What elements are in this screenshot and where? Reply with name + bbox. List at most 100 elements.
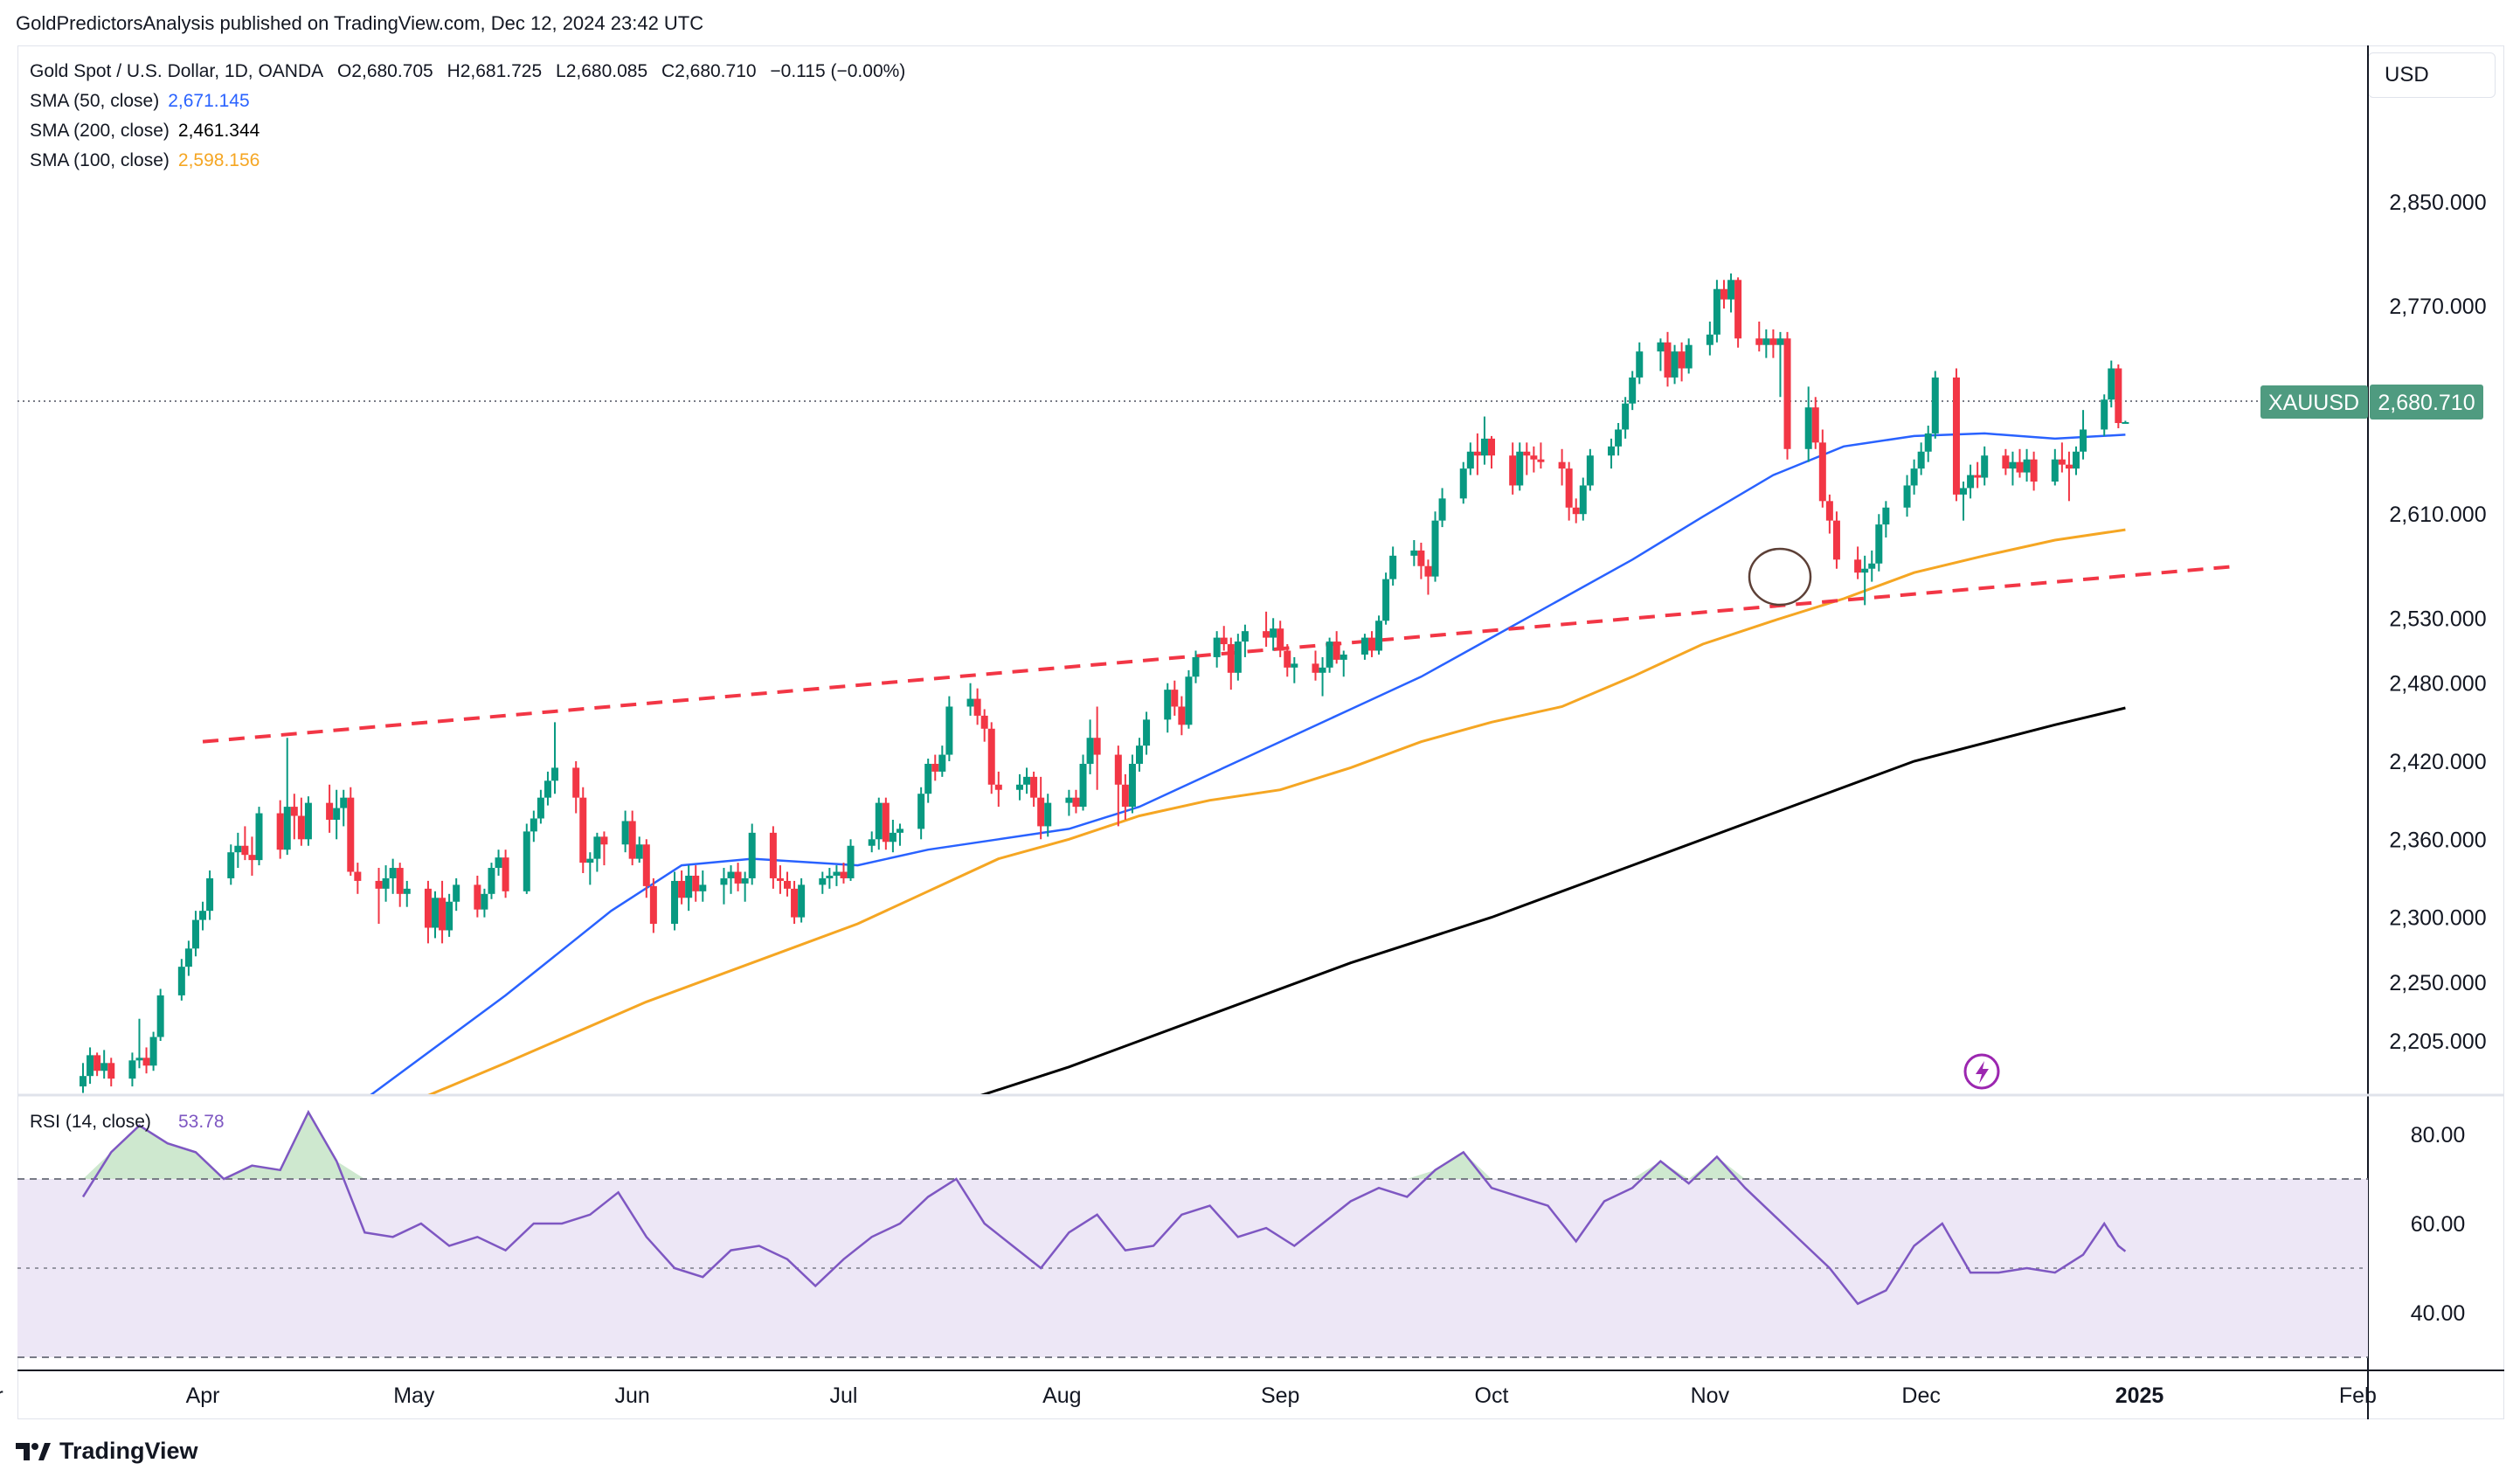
candle bbox=[1558, 448, 1566, 486]
candle-body bbox=[107, 1063, 115, 1079]
candle-body bbox=[396, 868, 404, 894]
candle bbox=[1136, 738, 1143, 772]
candle-body bbox=[642, 844, 650, 886]
candle bbox=[523, 823, 530, 894]
tradingview-logo[interactable]: TradingView bbox=[16, 1438, 198, 1465]
candle-body bbox=[1480, 438, 1488, 456]
candle-body bbox=[1424, 565, 1432, 577]
candle-body bbox=[1171, 690, 1179, 707]
candle-body bbox=[1367, 637, 1375, 651]
candle-body bbox=[1671, 351, 1679, 378]
candle-body bbox=[1734, 280, 1742, 339]
candle bbox=[184, 940, 192, 976]
candle bbox=[502, 849, 509, 898]
rsi-label[interactable]: RSI (14, close) bbox=[30, 1112, 151, 1132]
candle-body bbox=[1360, 637, 1368, 655]
candle-body bbox=[1762, 338, 1770, 345]
candle bbox=[1143, 711, 1151, 755]
candle bbox=[276, 800, 284, 859]
price-axis[interactable]: 2,850.000 2,770.000 2,610.000 2,530.000 2,48… bbox=[2389, 191, 2486, 1054]
candle bbox=[1023, 767, 1031, 794]
instrument-title[interactable]: Gold Spot / U.S. Dollar, 1D, OANDA bbox=[30, 61, 324, 81]
candle-body bbox=[93, 1055, 101, 1071]
rsi-axis[interactable]: 80.00 60.00 40.00 bbox=[2411, 1123, 2466, 1326]
candle-body bbox=[1910, 468, 1918, 486]
candle bbox=[1114, 745, 1122, 827]
candle bbox=[255, 807, 263, 866]
candle bbox=[671, 871, 679, 931]
currency-button[interactable]: USD bbox=[2368, 52, 2496, 98]
candle-body bbox=[1227, 644, 1235, 673]
time-tick-label: Oct bbox=[1475, 1383, 1509, 1408]
candle-body bbox=[1685, 344, 1693, 369]
candle bbox=[784, 871, 791, 897]
candle-body bbox=[234, 845, 242, 853]
candle bbox=[227, 844, 235, 885]
candle bbox=[1234, 634, 1242, 681]
trendline[interactable] bbox=[202, 564, 2239, 744]
candle bbox=[1769, 329, 1777, 358]
candle-body bbox=[424, 888, 432, 928]
candle bbox=[1326, 637, 1333, 673]
candle bbox=[896, 823, 903, 846]
candle-body bbox=[1431, 520, 1439, 577]
candle-body bbox=[474, 884, 481, 910]
candle bbox=[1783, 331, 1791, 460]
candle-body bbox=[994, 784, 1002, 790]
candle bbox=[1079, 754, 1087, 811]
candle-body bbox=[1952, 377, 1960, 495]
candle-body bbox=[1438, 498, 1446, 521]
candle bbox=[847, 839, 855, 881]
candle-body bbox=[1291, 663, 1298, 668]
candle bbox=[1164, 683, 1172, 733]
candle-body bbox=[1622, 403, 1630, 430]
candle-body bbox=[1284, 650, 1291, 668]
candle-body bbox=[966, 698, 974, 707]
candle-body bbox=[600, 836, 608, 845]
candle-body bbox=[1924, 433, 1932, 452]
candle-body bbox=[635, 844, 643, 859]
candle-body bbox=[523, 831, 530, 891]
candle bbox=[1277, 621, 1284, 657]
candle bbox=[1417, 542, 1425, 579]
candle-body bbox=[2058, 459, 2066, 465]
candle-body bbox=[896, 829, 903, 833]
time-axis[interactable]: Mar Apr May Jun Jul Aug Sep Oct Nov Dec 2025 Feb bbox=[0, 1383, 2377, 1408]
candle-body bbox=[1192, 656, 1200, 677]
sma100-label: SMA (100, close) bbox=[30, 150, 170, 170]
candle bbox=[628, 810, 636, 866]
candle bbox=[1382, 572, 1390, 625]
candle-body bbox=[1615, 429, 1623, 447]
candle-body bbox=[1319, 667, 1326, 673]
candle-body bbox=[784, 880, 791, 889]
candle bbox=[1291, 656, 1298, 683]
candle-body bbox=[1382, 579, 1390, 621]
candle bbox=[840, 863, 848, 884]
candle bbox=[1431, 511, 1439, 582]
candle bbox=[1480, 416, 1488, 465]
lightning-icon[interactable] bbox=[1963, 1053, 2000, 1090]
candle bbox=[1220, 626, 1228, 651]
candle-body bbox=[1072, 797, 1080, 808]
legend-sma200[interactable]: SMA (200, close) 2,461.344 bbox=[30, 121, 268, 142]
time-tick-label: 2025 bbox=[2115, 1383, 2164, 1408]
legend-sma50[interactable]: SMA (50, close) 2,671.145 bbox=[30, 91, 259, 112]
candle bbox=[1960, 482, 1968, 521]
candle bbox=[685, 865, 693, 912]
candle-body bbox=[1340, 654, 1347, 660]
candle-body bbox=[791, 888, 799, 918]
candle bbox=[1572, 498, 1580, 524]
price-tick-label: 2,610.000 bbox=[2389, 503, 2486, 527]
bottom-circle-annotation[interactable] bbox=[1748, 547, 1812, 607]
candle bbox=[1509, 442, 1517, 495]
candle bbox=[621, 810, 629, 853]
candle-body bbox=[2080, 429, 2087, 452]
candle bbox=[1832, 511, 1840, 569]
candle bbox=[917, 787, 925, 840]
legend-sma100[interactable]: SMA (100, close) 2,598.156 bbox=[30, 150, 268, 171]
candle-body bbox=[382, 877, 390, 889]
candle-body bbox=[671, 880, 679, 925]
candle bbox=[1685, 338, 1693, 374]
candle-body bbox=[1023, 776, 1031, 785]
